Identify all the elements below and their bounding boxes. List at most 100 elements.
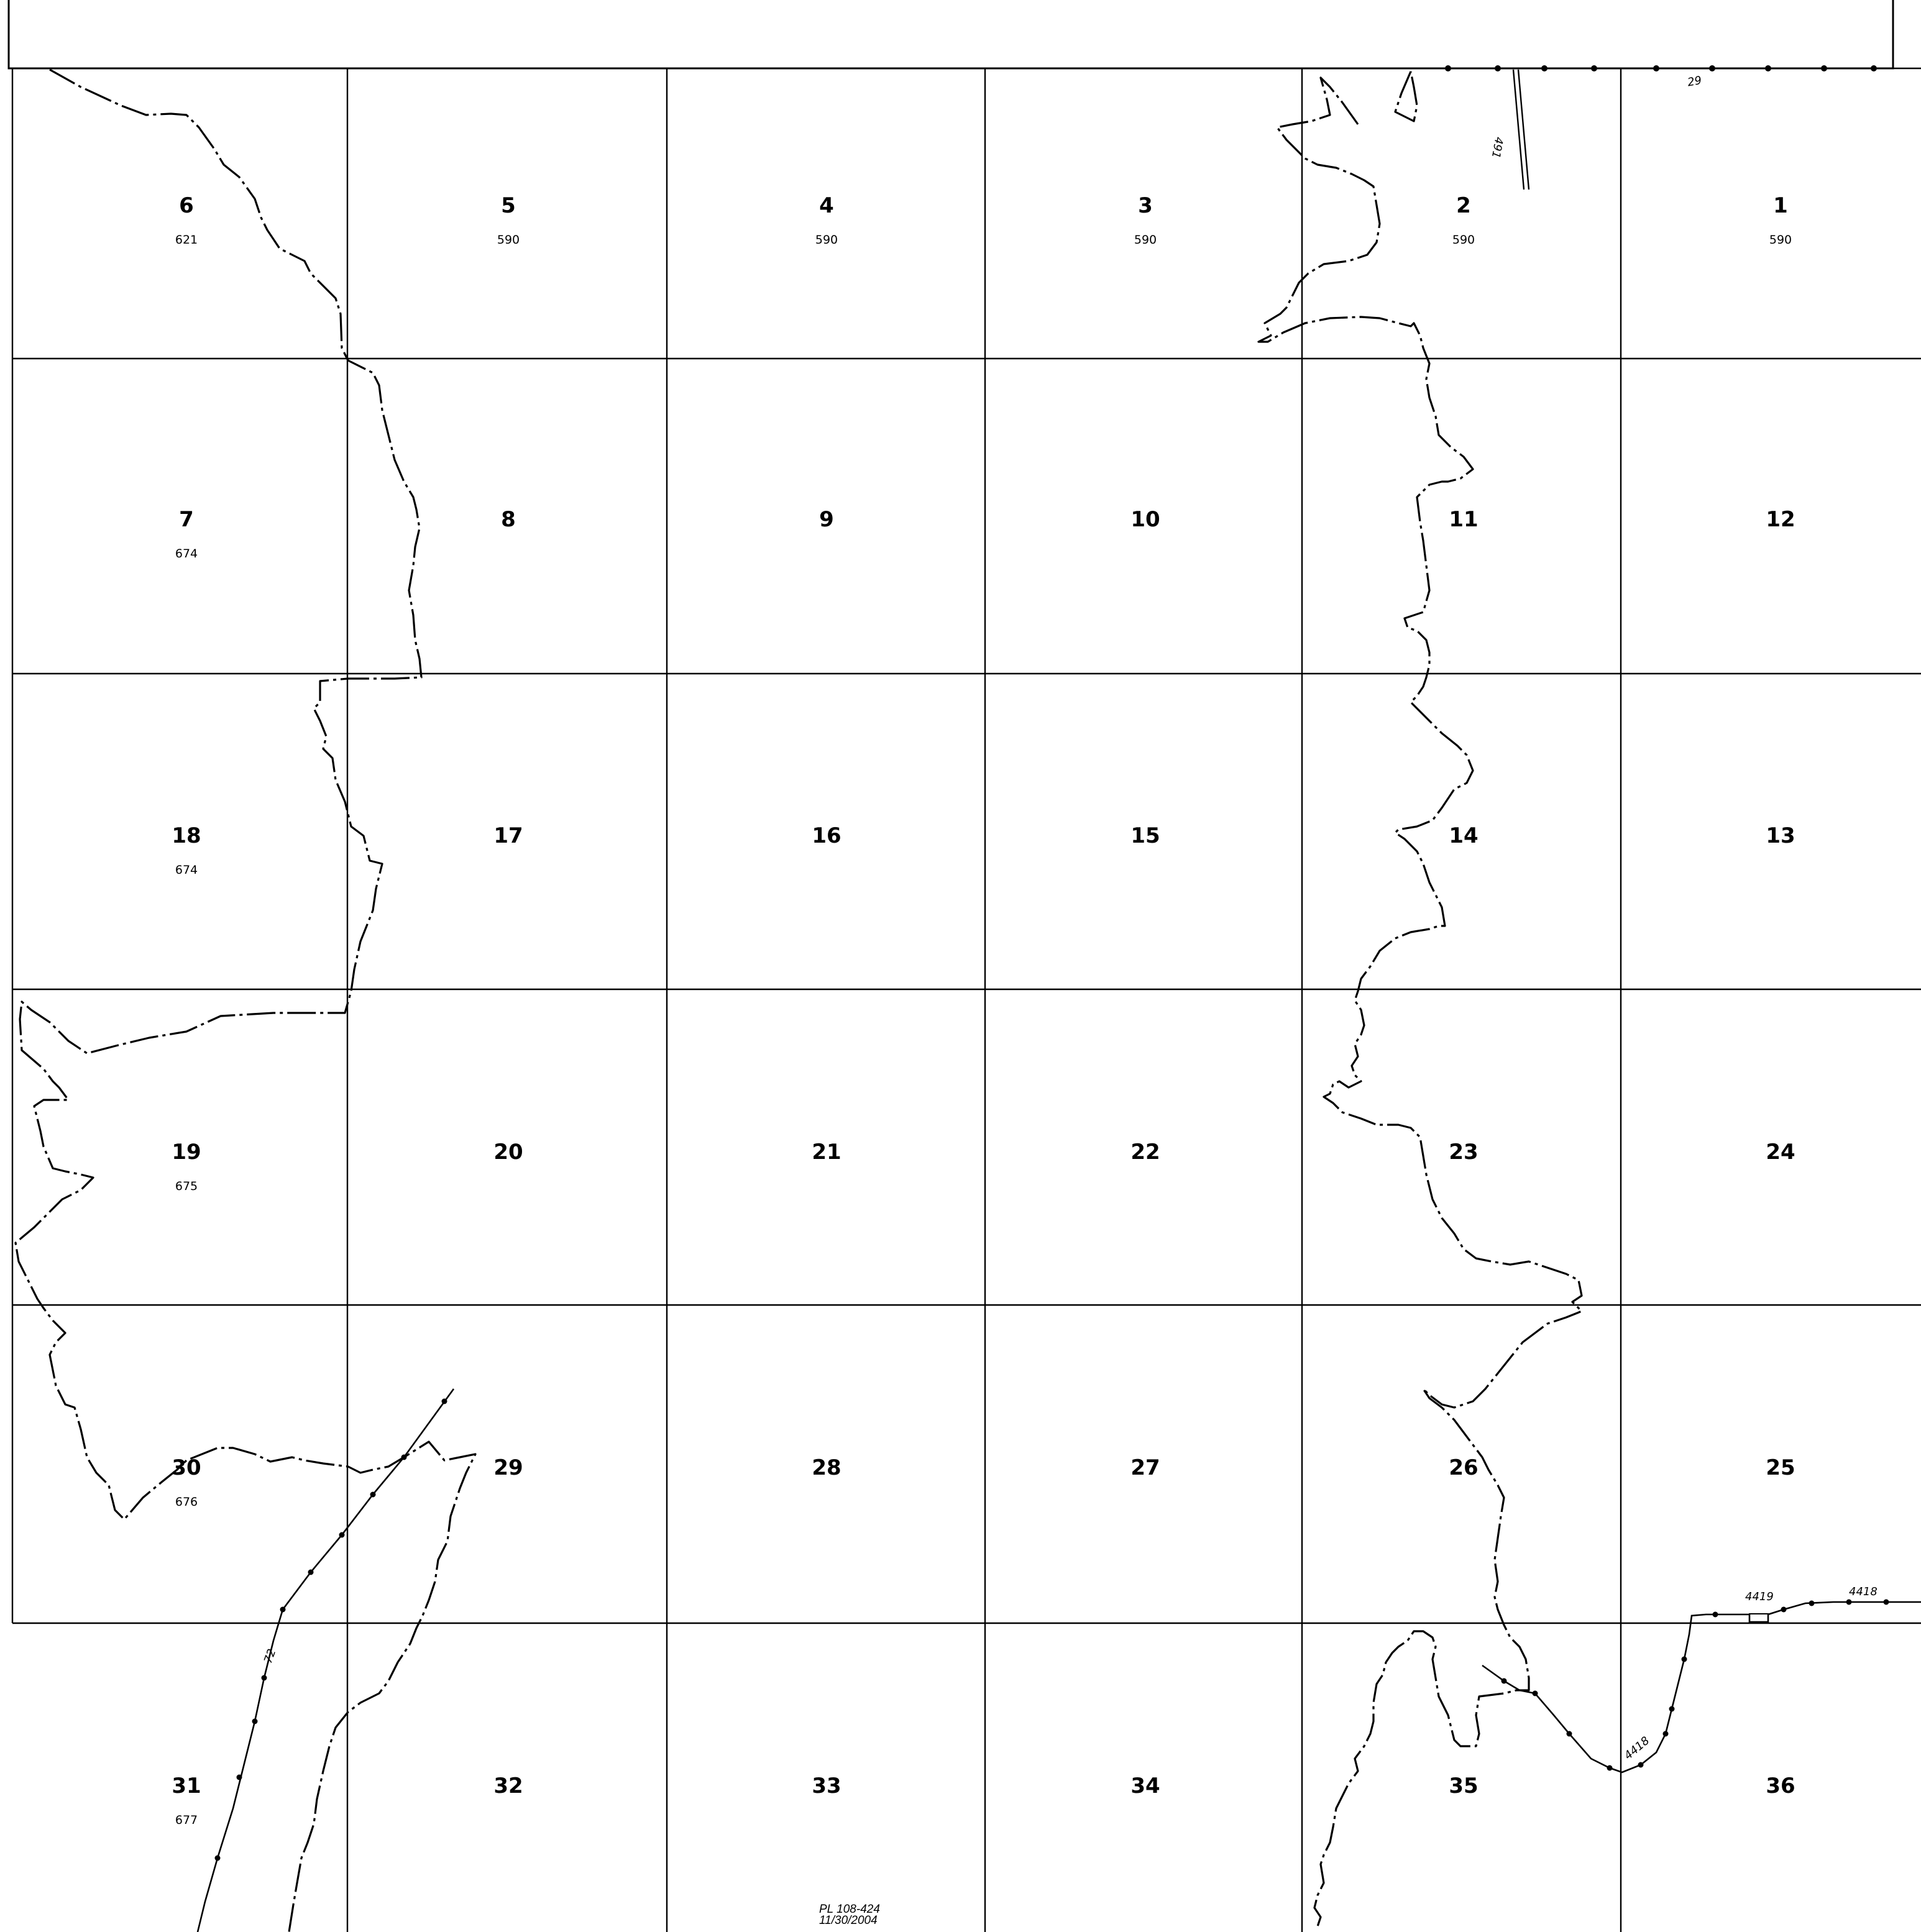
- section-number: 13: [1766, 823, 1795, 848]
- section-number: 27: [1130, 1455, 1160, 1480]
- route-72-dot: [441, 1398, 447, 1404]
- section-number: 22: [1130, 1140, 1160, 1165]
- section-number: 20: [493, 1140, 523, 1165]
- section-number: 29: [493, 1455, 523, 1480]
- route-72-label: 72: [262, 1647, 279, 1665]
- route-72-dot: [252, 1718, 258, 1724]
- route-72-dot: [308, 1569, 314, 1575]
- route-29-ticks: [1445, 65, 1877, 71]
- section-acreage: 675: [175, 1179, 198, 1193]
- route-29-marker: [1821, 65, 1827, 71]
- section-number: 11: [1449, 507, 1478, 532]
- section-number: 6: [179, 193, 194, 218]
- section-number: 3: [1138, 193, 1153, 218]
- route-72-dot: [280, 1606, 286, 1613]
- section-number: 34: [1130, 1774, 1160, 1798]
- west-boundary-line: [14, 68, 477, 1932]
- east-boundary-line: [1257, 71, 1583, 1927]
- route-72-dot: [236, 1774, 242, 1780]
- route-72-dot: [370, 1491, 376, 1498]
- map-header-frame: [7, 0, 1894, 70]
- route-4418-line: [1482, 1601, 1921, 1774]
- route-29-marker: [1765, 65, 1771, 71]
- route-29-label: 29: [1687, 74, 1703, 89]
- section-acreage: 674: [175, 547, 198, 561]
- section-number: 26: [1449, 1455, 1478, 1480]
- route-29-marker: [1871, 65, 1877, 71]
- section-number: 4: [819, 193, 834, 218]
- section-acreage: 674: [175, 863, 198, 877]
- highway-491: [1512, 69, 1530, 190]
- route-4418-marker: [1662, 1731, 1669, 1737]
- highway-491-line: [1512, 69, 1525, 190]
- section-grid: [9, 67, 1921, 1932]
- route-72-line: [196, 1388, 455, 1932]
- section-number: 25: [1766, 1455, 1795, 1480]
- route-4418-marker: [1669, 1706, 1675, 1712]
- section-number: 1: [1773, 193, 1788, 218]
- route-4418-marker: [1532, 1690, 1538, 1696]
- route-4418-east-label: 4418: [1849, 1585, 1877, 1598]
- section-number: 17: [493, 823, 523, 848]
- route-29-marker: [1709, 65, 1715, 71]
- section-number: 31: [172, 1774, 201, 1798]
- section-acreage: 590: [1134, 233, 1157, 247]
- route-4419-junction-box: [1749, 1613, 1769, 1623]
- route-4418-marker: [1883, 1599, 1889, 1605]
- section-number: 2: [1456, 193, 1471, 218]
- section-number: 10: [1130, 507, 1160, 532]
- route-72-dot: [214, 1855, 221, 1861]
- route-4418: [1482, 1599, 1921, 1774]
- route-4418-marker: [1638, 1762, 1644, 1768]
- route-72-dots: [214, 1398, 447, 1861]
- route-4418-marker: [1681, 1656, 1687, 1662]
- section-number: 30: [172, 1455, 201, 1480]
- route-29-marker: [1541, 65, 1547, 71]
- route-4418-marker: [1781, 1606, 1787, 1613]
- route-4418-marker: [1501, 1678, 1507, 1684]
- route-72-dot: [339, 1532, 345, 1538]
- section-number: 28: [812, 1455, 841, 1480]
- route-4418-ticks: [1501, 1599, 1889, 1771]
- route-72-dot: [401, 1454, 407, 1460]
- section-number: 16: [812, 823, 841, 848]
- section-number: 35: [1449, 1774, 1478, 1798]
- section-number: 23: [1449, 1140, 1478, 1165]
- section-acreage: 590: [815, 233, 838, 247]
- section-number: 32: [493, 1774, 523, 1798]
- section-number: 15: [1130, 823, 1160, 848]
- route-4418-marker: [1846, 1599, 1852, 1605]
- section-labels: 6 621 5 590 4 590 3 590 2 590 1 590 7 674 8 9 10 11 12 18 67…: [172, 193, 1795, 1827]
- route-72: [196, 1388, 455, 1932]
- section-number: 33: [812, 1774, 841, 1798]
- section-number: 5: [501, 193, 516, 218]
- section-acreage: 676: [175, 1495, 198, 1509]
- route-29-marker: [1495, 65, 1501, 71]
- route-29: [1436, 65, 1883, 71]
- section-number: 8: [501, 507, 516, 532]
- section-number: 12: [1766, 507, 1795, 532]
- route-72-dot: [261, 1675, 267, 1681]
- section-number: 7: [179, 507, 194, 532]
- section-acreage: 621: [175, 233, 198, 247]
- section-number: 19: [172, 1140, 201, 1165]
- route-4418-marker: [1712, 1611, 1718, 1618]
- footnote-law: PL 108-424: [819, 1903, 880, 1916]
- section-acreage: 677: [175, 1813, 198, 1827]
- footnote-date: 11/30/2004: [819, 1914, 878, 1927]
- route-29-marker: [1591, 65, 1597, 71]
- highway-491-line: [1517, 69, 1530, 190]
- route-29-marker: [1653, 65, 1659, 71]
- section-acreage: 590: [1452, 233, 1475, 247]
- section-number: 9: [819, 507, 834, 532]
- route-4419-label: 4419: [1745, 1590, 1774, 1603]
- section-number: 14: [1449, 823, 1478, 848]
- route-491-label: 491: [1489, 136, 1506, 159]
- section-number: 18: [172, 823, 201, 848]
- section-number: 24: [1766, 1140, 1795, 1165]
- route-29-marker: [1445, 65, 1451, 71]
- section-number: 21: [812, 1140, 841, 1165]
- section-acreage: 590: [497, 233, 520, 247]
- route-4418-south-label: 4418: [1622, 1734, 1653, 1763]
